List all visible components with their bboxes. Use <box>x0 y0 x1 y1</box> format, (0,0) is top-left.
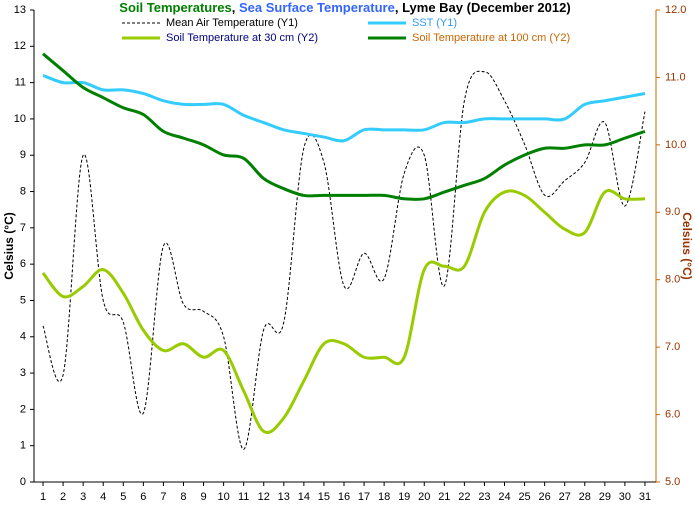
y2-tick-label: 7.0 <box>665 341 680 353</box>
x-tick-label: 31 <box>639 491 651 503</box>
x-tick-label: 28 <box>579 491 591 503</box>
series-line <box>42 52 646 201</box>
y2-tick-label: 6.0 <box>665 408 680 420</box>
y-tick-label: 4 <box>20 331 26 343</box>
x-tick-label: 1 <box>40 491 46 503</box>
x-tick-label: 27 <box>559 491 571 503</box>
title-part: , <box>232 0 239 15</box>
y2-tick-label: 10.0 <box>665 139 686 151</box>
title-part: Sea Surface Temperature <box>239 0 395 15</box>
x-tick-label: 18 <box>378 491 390 503</box>
series-line <box>42 70 646 450</box>
x-tick-label: 3 <box>80 491 86 503</box>
x-tick-label: 26 <box>539 491 551 503</box>
x-tick-label: 9 <box>200 491 206 503</box>
x-tick-label: 29 <box>599 491 611 503</box>
x-tick-label: 10 <box>217 491 229 503</box>
y-tick-label: 1 <box>20 440 26 452</box>
x-tick-label: 13 <box>278 491 290 503</box>
title-part: Soil Temperatures <box>119 0 231 15</box>
chart-title: Soil Temperatures, Sea Surface Temperatu… <box>119 0 570 15</box>
x-tick-label: 12 <box>258 491 270 503</box>
legend-label: Soil Temperature at 30 cm (Y2) <box>166 32 318 44</box>
x-tick-label: 22 <box>458 491 470 503</box>
series-line <box>41 189 645 434</box>
y-tick-label: 5 <box>20 294 26 306</box>
x-tick-label: 2 <box>60 491 66 503</box>
x-tick-label: 25 <box>518 491 530 503</box>
title-part: , Lyme Bay (December 2012) <box>395 0 571 15</box>
x-tick-label: 23 <box>478 491 490 503</box>
legend-label: Soil Temperature at 100 cm (Y2) <box>412 32 570 44</box>
y-tick-label: 10 <box>14 113 26 125</box>
y-tick-label: 11 <box>15 77 26 89</box>
x-tick-label: 19 <box>398 491 410 503</box>
legend-label: Mean Air Temperature (Y1) <box>166 17 298 29</box>
x-tick-label: 14 <box>298 491 310 503</box>
y2-tick-label: 12.0 <box>665 4 686 16</box>
x-tick-label: 21 <box>438 491 450 503</box>
y-tick-label: 6 <box>20 258 26 270</box>
y-tick-label: 12 <box>14 40 26 52</box>
y2-tick-label: 8.0 <box>665 274 680 286</box>
legend-label: SST (Y1) <box>412 17 457 29</box>
y-tick-label: 0 <box>20 476 26 488</box>
x-tick-label: 17 <box>358 491 370 503</box>
x-tick-label: 11 <box>238 491 249 503</box>
x-tick-label: 8 <box>180 491 186 503</box>
y2-axis-label: Celsius (°C) <box>680 212 694 279</box>
y-tick-label: 8 <box>20 185 26 197</box>
x-tick-label: 7 <box>160 491 166 503</box>
x-tick-label: 16 <box>338 491 350 503</box>
x-tick-label: 15 <box>318 491 330 503</box>
y-tick-label: 2 <box>20 403 26 415</box>
y-tick-label: 3 <box>20 367 26 379</box>
x-tick-label: 5 <box>120 491 126 503</box>
y2-tick-label: 11.0 <box>665 71 686 83</box>
series-line <box>42 73 646 143</box>
x-tick-label: 6 <box>140 491 146 503</box>
y-tick-label: 13 <box>14 4 26 16</box>
y-tick-label: 7 <box>20 222 26 234</box>
y2-tick-label: 9.0 <box>665 206 680 218</box>
x-tick-label: 20 <box>418 491 430 503</box>
y-tick-label: 9 <box>20 149 26 161</box>
y2-tick-label: 5.0 <box>665 476 680 488</box>
y-axis-label: Celsius (°C) <box>2 212 16 279</box>
x-tick-label: 24 <box>498 491 510 503</box>
x-tick-label: 4 <box>100 491 106 503</box>
x-tick-label: 30 <box>619 491 631 503</box>
